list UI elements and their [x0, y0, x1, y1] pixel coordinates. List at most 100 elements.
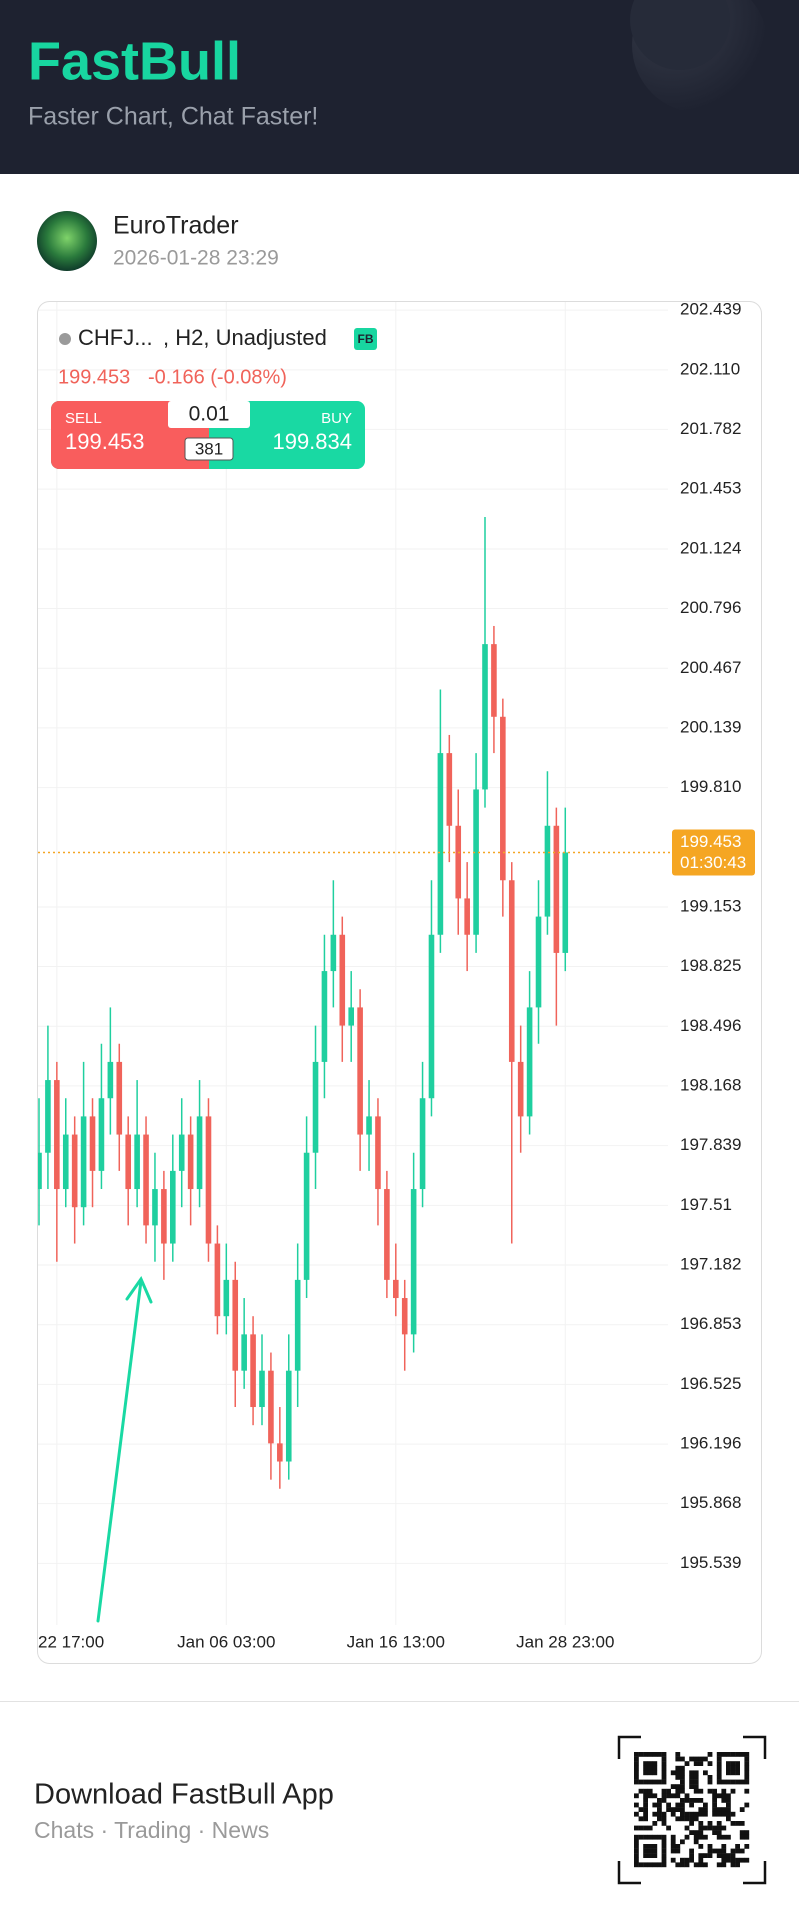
y-tick-label: 196.853 [680, 1314, 741, 1333]
qr-module [744, 1834, 750, 1840]
spread: 381 [195, 439, 223, 458]
qr-module [693, 1839, 699, 1845]
qr-module [744, 1765, 750, 1771]
app-subtitle: Faster Chart, Chat Faster! [28, 103, 318, 131]
qr-module [726, 1752, 731, 1757]
qr-module [666, 1825, 671, 1831]
x-tick-label: Jan 06 03:00 [177, 1632, 275, 1651]
qr-module [707, 1775, 713, 1780]
qr-module [716, 1848, 722, 1854]
symbol[interactable]: CHFJ... [78, 325, 153, 350]
x-tick-label: 22 17:00 [38, 1632, 104, 1651]
qr-module [735, 1765, 740, 1771]
qr-module [670, 1811, 676, 1817]
qr-module [670, 1857, 676, 1863]
qr-module [684, 1793, 690, 1799]
qr-module [744, 1752, 750, 1757]
qr-module [680, 1857, 685, 1863]
qr-module [675, 1862, 681, 1868]
author-name[interactable]: EuroTrader [113, 212, 239, 240]
candle-body [241, 1334, 247, 1371]
qr-module [716, 1821, 722, 1826]
qr-module [698, 1830, 704, 1835]
candle-body [170, 1170, 176, 1244]
qr-module [638, 1816, 644, 1822]
qr-module [693, 1830, 699, 1835]
qr-module [643, 1807, 648, 1812]
qr-module [721, 1807, 727, 1812]
qr-module [634, 1793, 639, 1799]
qr-module [661, 1798, 667, 1803]
qr-module [675, 1844, 681, 1849]
y-tick-label: 198.168 [680, 1075, 741, 1094]
candle-body [71, 1134, 78, 1208]
qr-module [634, 1862, 639, 1868]
qr-module [712, 1788, 717, 1794]
qr-module [657, 1802, 662, 1808]
qr-module [735, 1761, 740, 1766]
qr-module [684, 1798, 690, 1803]
qr-module [693, 1770, 699, 1776]
candle-body [446, 753, 453, 826]
qr-module [652, 1862, 658, 1868]
candle-body [455, 825, 462, 899]
candle-body [419, 1098, 426, 1190]
qr-module [703, 1807, 708, 1812]
countdown-label: 01:30:43 [680, 853, 746, 872]
qr-module [647, 1844, 653, 1849]
candle-body [500, 716, 506, 881]
qr-module [634, 1834, 639, 1840]
qr-module [730, 1765, 736, 1771]
candle-body [473, 789, 479, 935]
qr-module [675, 1775, 681, 1780]
qr-module [735, 1848, 740, 1854]
qr-module [739, 1821, 745, 1826]
candle-body [312, 1061, 319, 1153]
qr-module [675, 1765, 681, 1771]
qr-module [721, 1752, 727, 1757]
candle-body [80, 1116, 87, 1208]
qr-code[interactable] [617, 1735, 767, 1885]
qr-module [647, 1770, 653, 1776]
sell-price: 199.453 [65, 429, 145, 454]
qr-module [721, 1848, 727, 1854]
qr-module [661, 1793, 667, 1799]
qr-module [643, 1779, 648, 1785]
qr-module [730, 1857, 736, 1863]
qr-module [735, 1862, 740, 1868]
qr-module [680, 1807, 685, 1812]
candle-body [562, 852, 569, 953]
qr-module [698, 1857, 704, 1863]
header-decoration [630, 0, 730, 70]
qr-module [689, 1830, 694, 1835]
qr-module [634, 1752, 639, 1757]
qr-module [652, 1821, 658, 1826]
qr-module [680, 1788, 685, 1794]
qr-module [643, 1853, 648, 1858]
candle-body [384, 1189, 390, 1280]
y-tick-label: 201.124 [680, 538, 741, 557]
qr-module [647, 1761, 653, 1766]
qr-module [744, 1770, 750, 1776]
buy-label: BUY [321, 410, 352, 427]
avatar[interactable] [37, 211, 97, 271]
qr-module [712, 1830, 717, 1835]
qr-module [675, 1752, 681, 1757]
candle-body [62, 1134, 69, 1190]
price: 199.453 [58, 366, 130, 388]
qr-module [693, 1834, 699, 1840]
footer-title[interactable]: Download FastBull App [34, 1779, 334, 1811]
qr-module [652, 1834, 658, 1840]
qr-module [634, 1756, 639, 1762]
qr-corner [617, 1735, 641, 1759]
last-price-box [672, 829, 755, 876]
candle-body [321, 971, 328, 1062]
qr-module [730, 1779, 736, 1785]
qr-module [675, 1802, 681, 1808]
qr-module [675, 1788, 681, 1794]
lot-box[interactable] [168, 401, 250, 428]
qr-module [716, 1834, 722, 1840]
qr-module [675, 1848, 681, 1854]
qr-module [634, 1825, 639, 1831]
